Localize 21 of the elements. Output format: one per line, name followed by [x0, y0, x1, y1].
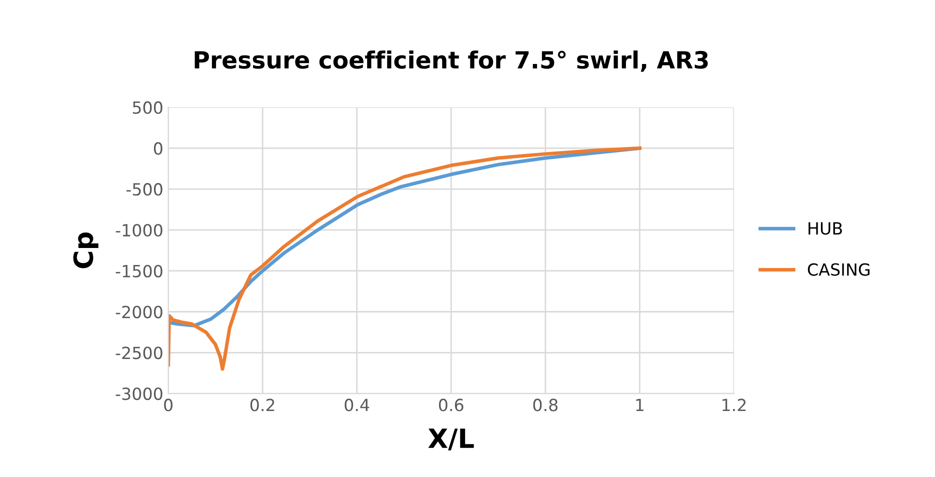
legend-label: CASING — [808, 263, 870, 276]
x-tick-label: 0.6 — [438, 398, 464, 412]
x-tick-label: 0.8 — [533, 398, 558, 412]
y-tick-label: -3000 — [116, 387, 162, 400]
y-tick-label: -500 — [126, 183, 162, 196]
x-tick-label: 0.2 — [250, 398, 274, 412]
y-tick-label: -2000 — [116, 306, 162, 318]
x-tick-label: 0.4 — [344, 398, 370, 412]
y-tick-label: -1000 — [116, 224, 162, 237]
x-tick-label: 1 — [636, 398, 644, 412]
legend-label: HUB — [808, 222, 842, 235]
y-tick-label: -1500 — [116, 264, 162, 278]
x-tick-label: 1.2 — [722, 398, 746, 412]
y-tick-label: -2500 — [116, 346, 162, 360]
x-tick-label: 0 — [164, 398, 172, 412]
x-axis-title: X/L — [428, 428, 474, 450]
y-tick-label: 0 — [154, 142, 162, 155]
y-axis-title: Cp — [73, 232, 98, 268]
chart-title: Pressure coefficient for 7.5° swirl, AR3 — [194, 50, 708, 72]
y-tick-label: 500 — [132, 101, 162, 114]
line-series — [168, 146, 642, 371]
